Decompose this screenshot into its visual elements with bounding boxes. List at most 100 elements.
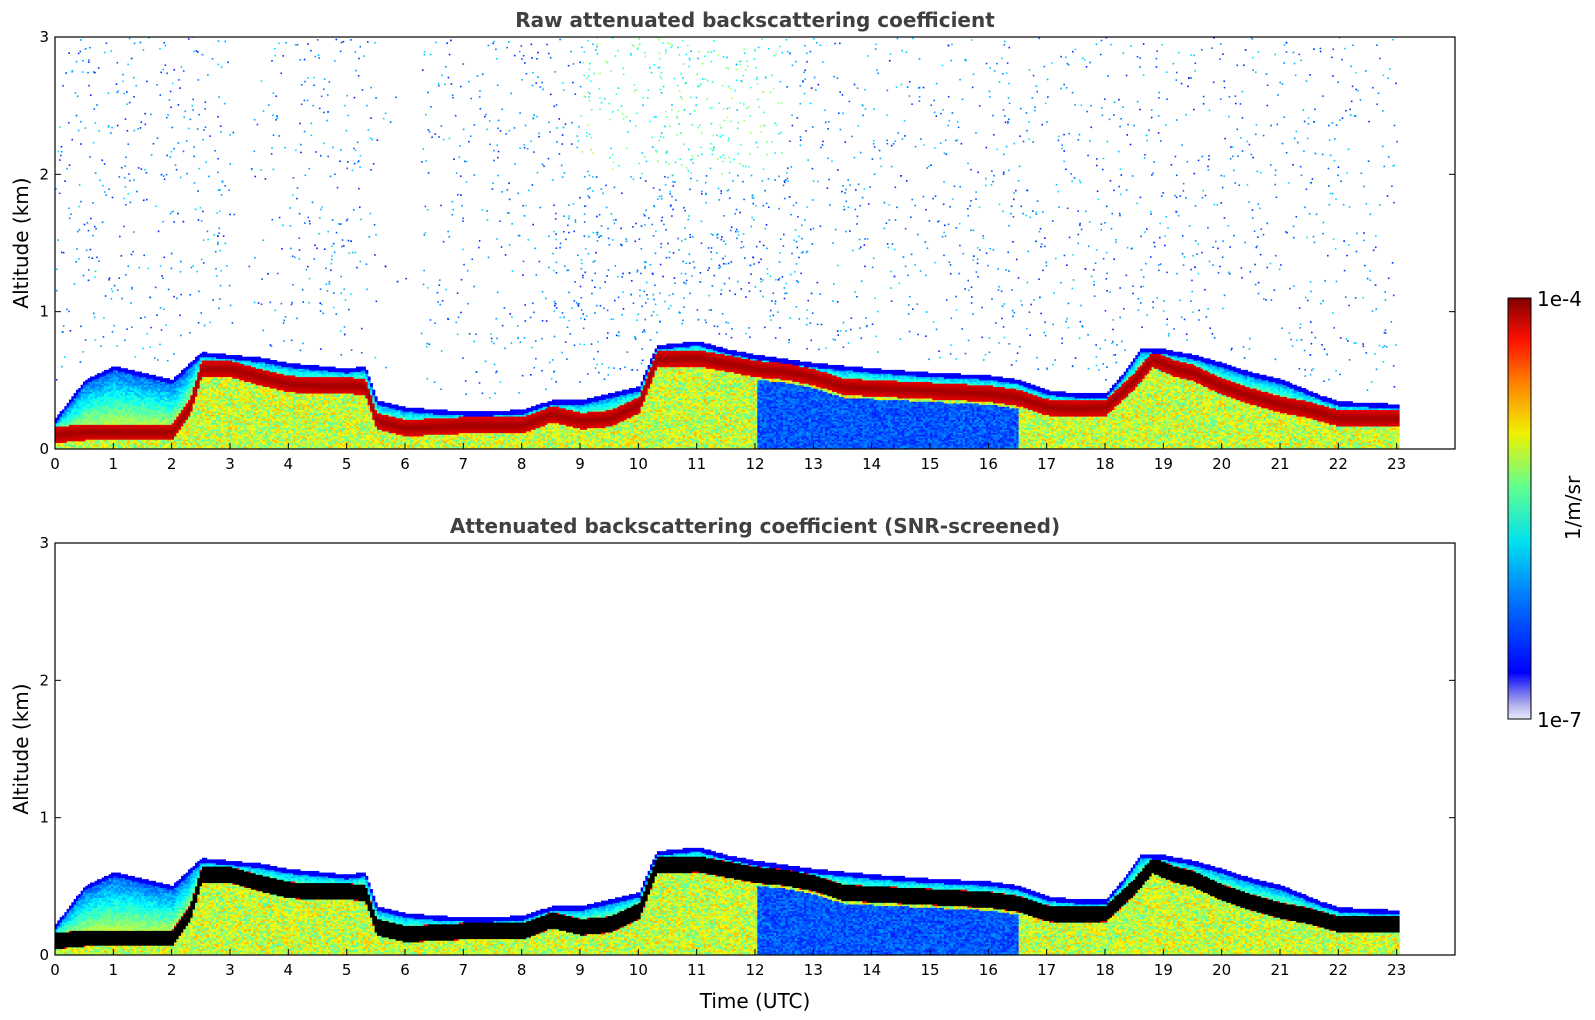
- noise-cell: [1055, 183, 1058, 186]
- heatmap-cell: [76, 402, 79, 406]
- heatmap-cell: [127, 373, 131, 376]
- heatmap-cell: [59, 420, 63, 424]
- noise-cell: [793, 239, 796, 241]
- heatmap-cell: [87, 384, 91, 387]
- noise-cell: [1167, 227, 1169, 229]
- noise-cell: [1005, 145, 1008, 148]
- noise-cell: [947, 95, 950, 98]
- noise-cell: [428, 130, 431, 133]
- noise-cell: [224, 185, 226, 187]
- noise-cell: [832, 300, 834, 302]
- noise-cell: [638, 43, 641, 46]
- noise-cell: [1074, 30, 1076, 32]
- heatmap-cell: [76, 407, 79, 411]
- noise-cell: [769, 91, 772, 94]
- noise-cell: [1161, 43, 1163, 46]
- noise-cell: [1331, 56, 1333, 59]
- noise-cell: [760, 131, 763, 134]
- heatmap-cell: [129, 402, 133, 406]
- heatmap-cell: [64, 439, 68, 442]
- noise-cell: [721, 313, 724, 315]
- noise-cell: [278, 216, 281, 219]
- heatmap-cell: [85, 439, 89, 442]
- noise-cell: [450, 83, 453, 85]
- noise-cell: [885, 222, 888, 225]
- heatmap-cell: [57, 444, 61, 447]
- noise-cell: [720, 293, 722, 295]
- noise-cell: [120, 166, 123, 169]
- noise-cell: [94, 71, 96, 74]
- noise-cell: [60, 150, 63, 153]
- heatmap-cell: [99, 407, 103, 411]
- heatmap-cell: [104, 406, 107, 409]
- heatmap-cell: [104, 388, 107, 391]
- heatmap-cell: [64, 419, 68, 422]
- noise-cell: [737, 152, 740, 155]
- noise-cell: [553, 370, 555, 373]
- heatmap-cell: [108, 414, 112, 417]
- noise-cell: [1219, 43, 1222, 45]
- heatmap-cell: [87, 445, 91, 448]
- heatmap-cell: [143, 388, 147, 391]
- heatmap-cell: [101, 404, 105, 407]
- noise-cell: [1382, 360, 1385, 363]
- noise-cell: [1150, 210, 1152, 213]
- noise-cell: [573, 344, 576, 347]
- heatmap-cell: [115, 414, 119, 417]
- heatmap-cell: [118, 422, 121, 425]
- heatmap-cell: [90, 435, 93, 439]
- noise-cell: [1139, 302, 1142, 304]
- noise-cell: [587, 253, 590, 255]
- noise-cell: [92, 312, 95, 315]
- noise-cell: [446, 42, 448, 44]
- heatmap-cell: [71, 424, 75, 427]
- noise-cell: [440, 125, 443, 127]
- noise-cell: [806, 309, 809, 311]
- heatmap-cell: [113, 383, 117, 386]
- noise-cell: [777, 102, 780, 105]
- heatmap-cell: [146, 409, 149, 412]
- noise-cell: [713, 40, 715, 42]
- noise-cell: [81, 71, 84, 73]
- noise-cell: [1310, 342, 1313, 345]
- noise-cell: [422, 283, 425, 286]
- noise-cell: [80, 200, 82, 203]
- noise-cell: [712, 134, 715, 137]
- heatmap-cell: [78, 416, 82, 419]
- noise-cell: [1381, 145, 1384, 148]
- heatmap-cell: [120, 412, 124, 415]
- noise-cell: [911, 37, 914, 40]
- noise-cell: [574, 93, 577, 95]
- noise-cell: [955, 309, 958, 311]
- heatmap-cell: [148, 396, 152, 399]
- noise-cell: [120, 255, 123, 257]
- noise-cell: [1307, 122, 1310, 125]
- heatmap-cell: [76, 404, 79, 407]
- noise-cell: [1142, 276, 1145, 278]
- noise-cell: [582, 327, 585, 330]
- heatmap-cell: [99, 373, 103, 376]
- noise-cell: [274, 309, 277, 312]
- noise-cell: [692, 157, 694, 160]
- noise-cell: [427, 129, 430, 131]
- noise-cell: [959, 244, 961, 247]
- heatmap-cell: [150, 447, 154, 449]
- noise-cell: [179, 176, 182, 179]
- noise-cell: [696, 155, 699, 157]
- noise-cell: [1363, 232, 1365, 234]
- noise-cell: [778, 175, 780, 178]
- noise-cell: [727, 137, 730, 140]
- noise-cell: [1166, 98, 1168, 101]
- heatmap-cell: [120, 422, 124, 425]
- noise-cell: [1140, 268, 1143, 271]
- noise-cell: [1374, 25, 1376, 27]
- noise-cell: [1322, 221, 1325, 224]
- heatmap-cell: [94, 440, 98, 444]
- noise-cell: [761, 38, 763, 41]
- heatmap-cell: [122, 437, 126, 440]
- heatmap-cell: [80, 384, 84, 387]
- noise-cell: [1365, 352, 1368, 354]
- heatmap-cell: [118, 402, 121, 406]
- noise-cell: [296, 44, 299, 46]
- noise-cell: [750, 225, 753, 228]
